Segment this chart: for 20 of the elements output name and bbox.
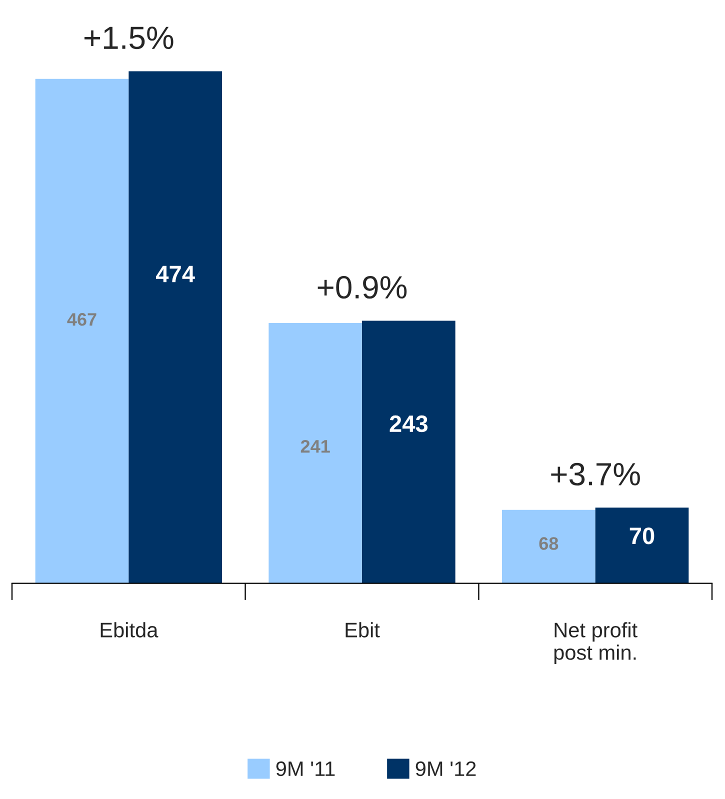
annotation: +3.7% — [551, 462, 640, 486]
bar — [128, 71, 222, 584]
data-label: 68 — [539, 537, 558, 550]
bar — [362, 320, 456, 584]
bar — [35, 78, 129, 584]
data-label: 243 — [390, 415, 428, 432]
x-tick-label: Ebit — [346, 622, 380, 638]
bar — [502, 510, 596, 584]
bar — [595, 508, 689, 584]
data-label: 70 — [630, 528, 654, 544]
bar — [268, 322, 362, 584]
data-label: 241 — [300, 440, 330, 453]
data-label: 474 — [156, 266, 195, 282]
annotation: +1.5% — [84, 26, 174, 50]
annotation: +0.9% — [318, 276, 407, 299]
data-label: 467 — [67, 313, 96, 326]
x-tick-label: Net profit post min. — [554, 622, 638, 664]
legend-label: 9M '11 — [276, 761, 335, 776]
x-tick-label: Ebitda — [100, 622, 158, 638]
legend-label: 9M '12 — [416, 761, 476, 776]
